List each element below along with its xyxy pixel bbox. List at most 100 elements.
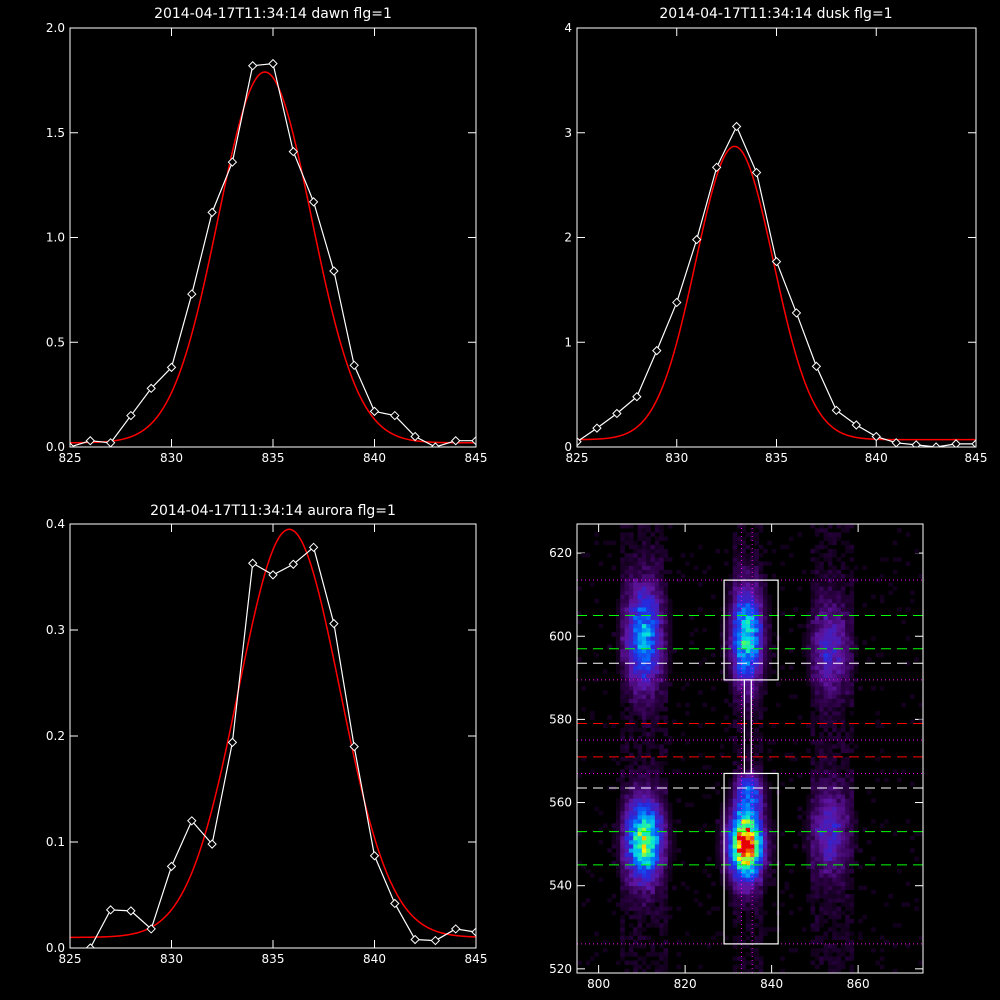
heatmap-cell <box>628 844 634 849</box>
heatmap-cell <box>745 669 751 674</box>
heatmap-cell <box>624 573 630 579</box>
heatmap-cell <box>914 831 919 837</box>
heatmap-cell <box>741 889 746 895</box>
heatmap-cell <box>732 902 738 907</box>
heatmap-cell <box>840 860 846 866</box>
heatmap-cell <box>637 544 643 550</box>
dusk-x-ticks: 825 830 835 840 845 <box>566 28 988 465</box>
heatmap-cell <box>819 810 824 816</box>
heatmap-cell <box>845 877 850 882</box>
heatmap-cell <box>737 573 742 579</box>
heatmap-cell <box>840 935 846 941</box>
heatmap-cell <box>823 594 829 600</box>
heatmap-cell <box>741 569 746 575</box>
heatmap-cell <box>646 964 651 970</box>
heatmap-cell <box>823 948 829 953</box>
heatmap-cell <box>641 611 647 616</box>
heatmap-cell <box>806 802 811 808</box>
heatmap-cell <box>866 839 872 845</box>
heatmap-cell <box>732 590 738 595</box>
heatmap-cell <box>611 844 617 849</box>
heatmap-cell <box>849 602 855 608</box>
heatmap-cell <box>667 598 673 604</box>
heatmap-cell <box>758 831 764 837</box>
heatmap-cell <box>806 681 811 687</box>
heatmap-cell <box>659 968 664 973</box>
heatmap-cell <box>823 856 829 862</box>
heatmap-cell <box>827 661 833 666</box>
heatmap-cell <box>840 698 846 704</box>
heatmap-cell <box>620 690 625 695</box>
heatmap-cell <box>650 794 656 799</box>
heatmap-cell <box>832 852 837 857</box>
heatmap-cell <box>780 902 785 907</box>
heatmap-cell <box>663 798 669 803</box>
heatmap-cell <box>646 644 651 650</box>
heatmap-cell <box>732 844 738 849</box>
heatmap-cell <box>754 790 759 795</box>
heatmap-cell <box>750 611 755 616</box>
heatmap-cell <box>615 598 621 604</box>
heatmap-cell <box>715 831 721 837</box>
heatmap-cell <box>762 561 768 566</box>
heatmap-cell <box>611 894 617 899</box>
heatmap-cell <box>845 785 850 791</box>
heatmap-cell <box>810 636 816 641</box>
heatmap-cell <box>767 648 772 654</box>
heatmap-cell <box>840 856 846 862</box>
heatmap-cell <box>663 889 669 895</box>
heatmap-cell <box>762 690 768 695</box>
heatmap-cell <box>719 864 725 870</box>
heatmap-cell <box>659 686 664 691</box>
heatmap-cell <box>663 914 669 920</box>
heatmap-cell <box>659 623 664 629</box>
heatmap-cell <box>832 694 837 699</box>
heatmap-cell <box>849 586 855 591</box>
heatmap-cell <box>767 756 772 762</box>
heatmap-cell <box>771 573 777 579</box>
heatmap-cell <box>741 711 746 716</box>
dawn-fit-line <box>70 71 476 444</box>
heatmap-cell <box>620 657 625 662</box>
heatmap-cell <box>823 760 829 766</box>
heatmap-cell <box>659 769 664 774</box>
heatmap-cell <box>637 835 643 841</box>
heatmap-cell <box>728 702 734 708</box>
heatmap-cell <box>641 632 647 637</box>
heatmap-cell <box>628 648 634 654</box>
heatmap-cell <box>745 706 751 712</box>
dusk-x-tick-label: 845 <box>965 451 988 465</box>
dusk-data-point <box>851 420 862 430</box>
heatmap-cell <box>732 719 738 724</box>
heatmap-cell <box>814 956 820 961</box>
heatmap-cell <box>663 652 669 658</box>
heatmap-cell <box>650 578 656 583</box>
heatmap-cell <box>741 943 746 949</box>
heatmap-cell <box>615 644 621 650</box>
heatmap-cell <box>754 690 759 695</box>
heatmap-cell <box>737 914 742 920</box>
heatmap-cell <box>814 852 820 857</box>
heatmap-cell <box>741 553 746 558</box>
heatmap-cell <box>823 848 829 853</box>
heatmap-cell <box>615 835 621 841</box>
heatmap-cell <box>615 902 621 907</box>
heatmap-cell <box>633 557 638 562</box>
heatmap-cell <box>624 594 630 600</box>
heatmap-cell <box>637 844 643 849</box>
dawn-data-point <box>390 410 400 421</box>
heatmap-cell <box>737 806 742 812</box>
heatmap-cell <box>832 669 837 674</box>
heatmap-cell <box>667 661 673 666</box>
heatmap-cell <box>737 586 742 591</box>
heatmap-cell <box>849 657 855 662</box>
heatmap-cell <box>667 619 673 625</box>
heatmap-cell <box>737 557 742 562</box>
heatmap-cell <box>741 607 746 612</box>
heatmap-cell <box>849 956 855 961</box>
heatmap-cell <box>750 773 755 778</box>
heatmap-cell <box>758 960 764 965</box>
heatmap-cell <box>762 881 768 886</box>
heatmap-cell <box>827 898 833 903</box>
heatmap-cell <box>788 694 794 699</box>
